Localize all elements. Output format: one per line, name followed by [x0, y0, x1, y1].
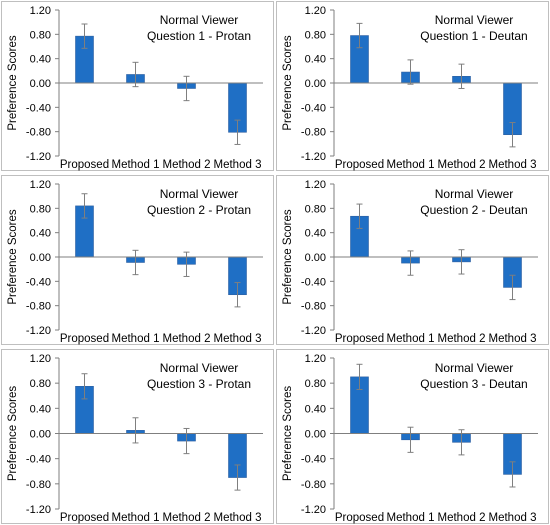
y-tick-label: -1.20	[301, 504, 326, 516]
chart-panel: 1.20 0.80 0.40 0.00 -0.40 -0.80 -1.20 Preferenc…	[1, 1, 274, 171]
chart-subtitle: Question 1 - Protan	[147, 29, 251, 43]
chart-subtitle: Question 1 - Deutan	[420, 29, 527, 43]
y-tick-label: -1.20	[26, 151, 51, 163]
y-tick-label: -0.40	[26, 276, 51, 288]
y-tick-label: -0.40	[301, 454, 326, 466]
x-tick-label: Proposed	[60, 333, 109, 345]
y-tick-label: 0.40	[305, 403, 326, 415]
y-tick-label: 1.20	[30, 353, 51, 365]
y-tick-label: -0.80	[26, 479, 51, 491]
chart-subtitle: Question 3 - Protan	[147, 377, 251, 391]
y-tick-label: 0.80	[30, 29, 51, 41]
chart-panel: 1.20 0.80 0.40 0.00 -0.40 -0.80 -1.20 Preferenc…	[1, 175, 274, 345]
y-tick-label: -1.20	[26, 325, 51, 337]
chart-panel: 1.20 0.80 0.40 0.00 -0.40 -0.80 -1.20 Preferenc…	[276, 349, 549, 524]
y-tick-label: 0.00	[305, 429, 326, 441]
y-tick-label: 0.00	[305, 78, 326, 90]
y-tick-label: 0.80	[30, 203, 51, 215]
y-tick-label: -0.80	[301, 127, 326, 139]
chart-svg: 1.20 0.80 0.40 0.00 -0.40 -0.80 -1.20 Preferenc…	[282, 5, 538, 171]
x-tick-label: Proposed	[60, 512, 109, 524]
y-tick-label: -0.40	[301, 102, 326, 114]
x-tick-label: Method 1	[112, 512, 160, 524]
x-tick-label: Method 3	[214, 333, 262, 345]
chart-svg: 1.20 0.80 0.40 0.00 -0.40 -0.80 -1.20 Preferenc…	[7, 179, 263, 345]
y-tick-label: 0.40	[30, 403, 51, 415]
y-tick-label: 1.20	[30, 5, 51, 17]
y-tick-label: 1.20	[30, 179, 51, 191]
x-tick-label: Method 2	[438, 159, 486, 171]
y-tick-label: 0.80	[305, 203, 326, 215]
y-tick-label: -0.80	[26, 301, 51, 313]
x-tick-label: Method 2	[438, 512, 486, 524]
x-tick-label: Method 3	[489, 512, 537, 524]
y-axis-label: Preference Scores	[7, 35, 19, 130]
y-tick-label: 0.40	[305, 54, 326, 66]
chart-svg: 1.20 0.80 0.40 0.00 -0.40 -0.80 -1.20 Preferenc…	[282, 179, 538, 345]
x-tick-label: Proposed	[335, 512, 384, 524]
chart-svg: 1.20 0.80 0.40 0.00 -0.40 -0.80 -1.20 Preferenc…	[7, 5, 263, 171]
y-axis-label: Preference Scores	[282, 209, 294, 304]
y-tick-label: -0.40	[26, 454, 51, 466]
y-tick-label: -1.20	[301, 151, 326, 163]
y-tick-label: 1.20	[305, 353, 326, 365]
x-tick-label: Method 3	[489, 159, 537, 171]
chart-title: Normal Viewer	[160, 361, 238, 375]
y-tick-label: -1.20	[301, 325, 326, 337]
x-tick-label: Method 3	[489, 333, 537, 345]
x-tick-label: Method 1	[387, 333, 435, 345]
chart-subtitle: Question 3 - Deutan	[420, 377, 527, 391]
x-tick-label: Method 3	[214, 159, 262, 171]
y-tick-label: 0.00	[305, 252, 326, 264]
y-tick-label: -0.40	[26, 102, 51, 114]
x-tick-label: Method 2	[163, 333, 211, 345]
x-tick-label: Method 3	[214, 512, 262, 524]
y-tick-label: 0.40	[30, 54, 51, 66]
x-tick-label: Method 2	[163, 159, 211, 171]
x-tick-label: Method 1	[112, 333, 160, 345]
y-tick-label: 0.00	[30, 429, 51, 441]
x-tick-label: Method 2	[163, 512, 211, 524]
x-tick-label: Proposed	[335, 159, 384, 171]
y-axis-label: Preference Scores	[7, 386, 19, 481]
y-axis-label: Preference Scores	[7, 209, 19, 304]
y-tick-label: 0.00	[30, 78, 51, 90]
y-tick-label: -0.80	[301, 479, 326, 491]
x-tick-label: Proposed	[60, 159, 109, 171]
chart-svg: 1.20 0.80 0.40 0.00 -0.40 -0.80 -1.20 Preferenc…	[282, 353, 538, 524]
chart-panel: 1.20 0.80 0.40 0.00 -0.40 -0.80 -1.20 Preferenc…	[276, 175, 549, 345]
chart-subtitle: Question 2 - Protan	[147, 203, 251, 217]
y-axis-label: Preference Scores	[282, 386, 294, 481]
y-tick-label: 1.20	[305, 5, 326, 17]
y-tick-label: 0.80	[305, 29, 326, 41]
chart-panel: 1.20 0.80 0.40 0.00 -0.40 -0.80 -1.20 Preferenc…	[1, 349, 274, 524]
chart-title: Normal Viewer	[435, 13, 513, 27]
chart-title: Normal Viewer	[435, 361, 513, 375]
chart-svg: 1.20 0.80 0.40 0.00 -0.40 -0.80 -1.20 Preferenc…	[7, 353, 263, 524]
x-tick-label: Method 1	[112, 159, 160, 171]
x-tick-label: Method 2	[438, 333, 486, 345]
chart-title: Normal Viewer	[160, 187, 238, 201]
y-tick-label: 0.00	[30, 252, 51, 264]
y-tick-label: 0.80	[30, 378, 51, 390]
y-tick-label: 1.20	[305, 179, 326, 191]
y-tick-label: -1.20	[26, 504, 51, 516]
y-tick-label: 0.80	[305, 378, 326, 390]
x-tick-label: Method 1	[387, 512, 435, 524]
y-tick-label: -0.40	[301, 276, 326, 288]
x-tick-label: Method 1	[387, 159, 435, 171]
chart-title: Normal Viewer	[160, 13, 238, 27]
chart-subtitle: Question 2 - Deutan	[420, 203, 527, 217]
y-tick-label: 0.40	[30, 228, 51, 240]
y-tick-label: -0.80	[301, 301, 326, 313]
chart-title: Normal Viewer	[435, 187, 513, 201]
y-tick-label: 0.40	[305, 228, 326, 240]
chart-panel: 1.20 0.80 0.40 0.00 -0.40 -0.80 -1.20 Preferenc…	[276, 1, 549, 171]
y-tick-label: -0.80	[26, 127, 51, 139]
y-axis-label: Preference Scores	[282, 35, 294, 130]
x-tick-label: Proposed	[335, 333, 384, 345]
